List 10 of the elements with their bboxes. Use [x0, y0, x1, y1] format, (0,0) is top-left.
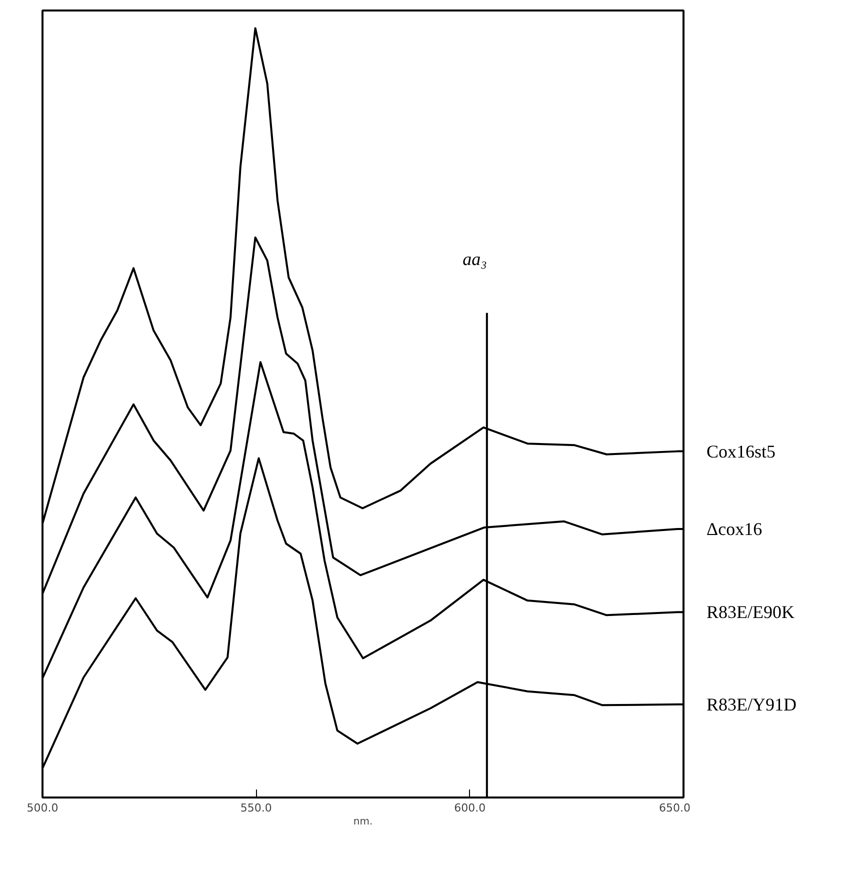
x-tick-label: 550.0	[240, 802, 272, 814]
series-label: Δcox16	[706, 519, 762, 540]
series-label: R83E/E90K	[706, 602, 794, 622]
x-tick-label: 600.0	[454, 802, 486, 814]
x-tick-label: 650.0	[659, 802, 691, 814]
series-label: R83E/Y91D	[706, 694, 796, 714]
x-tick-label: 500.0	[26, 802, 58, 814]
ref-line-label: aa₃	[462, 248, 487, 269]
x-axis-title: nm.	[353, 816, 373, 828]
series-label: Cox16st5	[706, 441, 776, 462]
